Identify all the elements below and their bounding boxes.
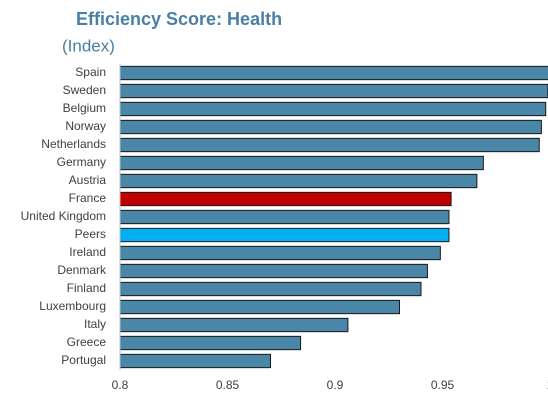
x-tick-label: 0.9: [327, 378, 344, 392]
y-tick-label: Ireland: [69, 245, 106, 259]
y-tick-label: France: [69, 191, 107, 205]
x-tick-label: 0.95: [431, 378, 455, 392]
bar: [119, 335, 302, 351]
y-tick-label: Luxembourg: [39, 299, 106, 313]
y-tick-label: Peers: [75, 227, 106, 241]
bar: [119, 137, 540, 153]
x-tick-label: 0.85: [216, 378, 240, 392]
y-tick-label: Germany: [57, 155, 106, 169]
bar: [119, 209, 450, 225]
bar: [119, 299, 400, 315]
bar: [119, 317, 349, 333]
bar: [119, 173, 478, 189]
x-tick-label: 1: [547, 378, 548, 392]
y-tick-label: Portugal: [61, 353, 106, 367]
bar: [119, 65, 548, 81]
y-tick-label: Greece: [67, 335, 107, 349]
bar: [119, 191, 452, 207]
bar: [119, 227, 450, 243]
y-tick-label: United Kingdom: [21, 209, 106, 223]
y-tick-label: Netherlands: [41, 137, 106, 151]
chart-title: Efficiency Score: Health: [76, 9, 282, 29]
bar: [119, 119, 542, 135]
y-tick-label: Austria: [69, 173, 107, 187]
y-tick-label: Belgium: [63, 101, 106, 115]
chart-subtitle: (Index): [62, 36, 115, 55]
bar: [119, 281, 422, 297]
bar: [119, 101, 547, 117]
bar: [119, 83, 548, 99]
y-tick-label: Italy: [84, 317, 106, 331]
y-tick-label: Finland: [67, 281, 106, 295]
y-tick-label: Norway: [65, 119, 106, 133]
y-tick-label: Sweden: [63, 83, 106, 97]
bar: [119, 353, 271, 369]
bar: [119, 155, 484, 171]
bar: [119, 245, 441, 261]
bar: [119, 263, 428, 279]
x-tick-label: 0.8: [112, 378, 129, 392]
y-tick-label: Denmark: [57, 263, 107, 277]
y-tick-label: Spain: [75, 65, 106, 79]
